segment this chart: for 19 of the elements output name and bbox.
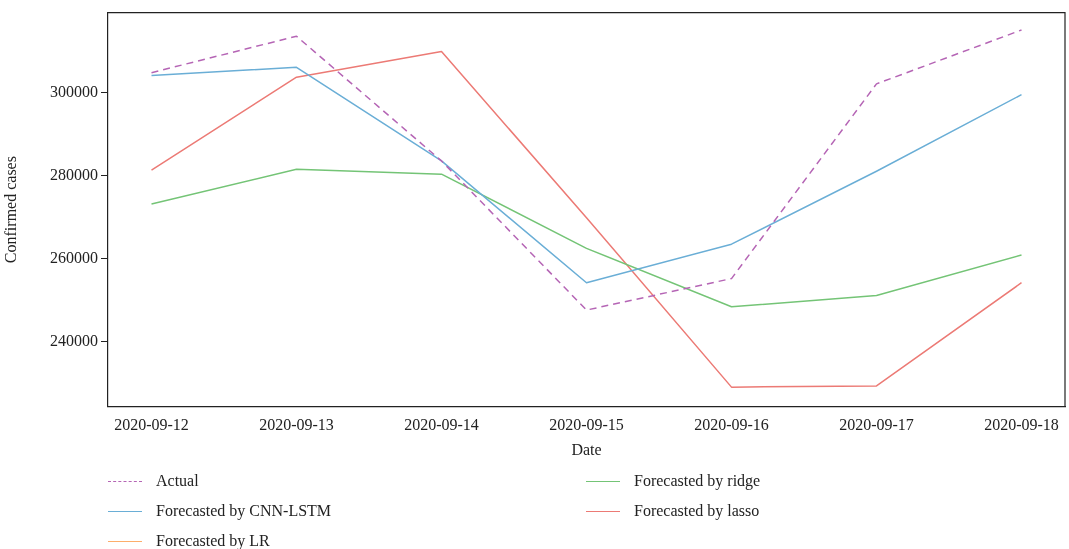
y-tick-label: 260000 (50, 248, 98, 266)
legend-label: Forecasted by ridge (634, 472, 761, 490)
legend-label: Forecasted by LR (156, 532, 270, 549)
x-tick-label: 2020-09-16 (694, 416, 769, 434)
x-axis-title: Date (571, 440, 602, 458)
x-tick-label: 2020-09-14 (404, 416, 479, 434)
x-tick-label: 2020-09-12 (114, 416, 189, 434)
legend-label: Actual (156, 472, 199, 490)
x-tick-label: 2020-09-13 (259, 416, 334, 434)
y-axis-title: Confirmed cases (1, 156, 19, 264)
x-tick-label: 2020-09-18 (984, 416, 1059, 434)
legend-label: Forecasted by lasso (634, 502, 760, 520)
x-tick-label: 2020-09-17 (839, 416, 914, 434)
y-tick-label: 280000 (50, 166, 98, 184)
legend-label: Forecasted by CNN-LSTM (156, 502, 332, 520)
line-series (150, 29, 1023, 311)
y-tick-label: 300000 (50, 83, 98, 101)
y-tick-label: 240000 (50, 331, 98, 349)
x-tick-label: 2020-09-15 (549, 416, 624, 434)
